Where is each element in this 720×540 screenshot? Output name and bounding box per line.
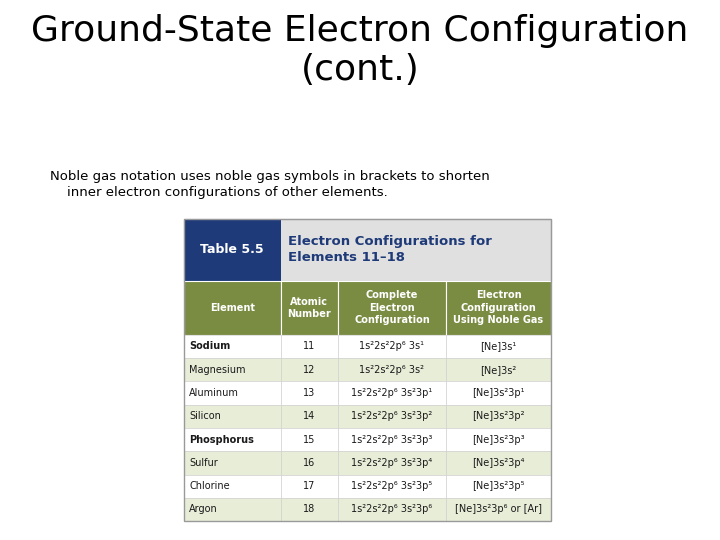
- FancyBboxPatch shape: [281, 404, 338, 428]
- Text: [Ne]3s²3p³: [Ne]3s²3p³: [472, 435, 525, 444]
- FancyBboxPatch shape: [281, 475, 338, 498]
- Text: 16: 16: [303, 458, 315, 468]
- FancyBboxPatch shape: [184, 475, 281, 498]
- Text: inner electron configurations of other elements.: inner electron configurations of other e…: [50, 186, 388, 199]
- FancyBboxPatch shape: [281, 451, 338, 475]
- FancyBboxPatch shape: [446, 281, 551, 335]
- Text: 1s²2s²2p⁶ 3s²3p⁵: 1s²2s²2p⁶ 3s²3p⁵: [351, 481, 433, 491]
- Text: Noble gas notation uses noble gas symbols in brackets to shorten: Noble gas notation uses noble gas symbol…: [50, 170, 490, 183]
- FancyBboxPatch shape: [446, 358, 551, 381]
- Text: Table 5.5: Table 5.5: [200, 243, 264, 256]
- Text: Magnesium: Magnesium: [189, 364, 246, 375]
- Text: Ground-State Electron Configuration
(cont.): Ground-State Electron Configuration (con…: [31, 14, 689, 87]
- FancyBboxPatch shape: [184, 219, 551, 281]
- FancyBboxPatch shape: [446, 451, 551, 475]
- FancyBboxPatch shape: [338, 428, 446, 451]
- Text: Atomic
Number: Atomic Number: [287, 296, 331, 319]
- Text: Argon: Argon: [189, 504, 218, 515]
- Text: Sodium: Sodium: [189, 341, 230, 352]
- Text: Silicon: Silicon: [189, 411, 221, 421]
- FancyBboxPatch shape: [338, 358, 446, 381]
- Text: Phosphorus: Phosphorus: [189, 435, 254, 444]
- FancyBboxPatch shape: [338, 381, 446, 404]
- Text: 17: 17: [303, 481, 315, 491]
- FancyBboxPatch shape: [446, 428, 551, 451]
- FancyBboxPatch shape: [184, 358, 281, 381]
- FancyBboxPatch shape: [446, 498, 551, 521]
- FancyBboxPatch shape: [184, 281, 281, 335]
- FancyBboxPatch shape: [281, 335, 338, 358]
- FancyBboxPatch shape: [281, 281, 338, 335]
- FancyBboxPatch shape: [184, 451, 281, 475]
- FancyBboxPatch shape: [338, 281, 446, 335]
- Text: Aluminum: Aluminum: [189, 388, 239, 398]
- Text: 11: 11: [303, 341, 315, 352]
- FancyBboxPatch shape: [184, 498, 281, 521]
- Text: 1s²2s²2p⁶ 3s²: 1s²2s²2p⁶ 3s²: [359, 364, 425, 375]
- FancyBboxPatch shape: [184, 404, 281, 428]
- FancyBboxPatch shape: [281, 358, 338, 381]
- FancyBboxPatch shape: [184, 219, 281, 281]
- Text: 13: 13: [303, 388, 315, 398]
- FancyBboxPatch shape: [184, 428, 281, 451]
- Text: Complete
Electron
Configuration: Complete Electron Configuration: [354, 291, 430, 325]
- Text: Sulfur: Sulfur: [189, 458, 218, 468]
- FancyBboxPatch shape: [338, 335, 446, 358]
- Text: [Ne]3s²3p¹: [Ne]3s²3p¹: [472, 388, 525, 398]
- Text: Electron Configurations for
Elements 11–18: Electron Configurations for Elements 11–…: [288, 235, 492, 264]
- FancyBboxPatch shape: [281, 428, 338, 451]
- Text: Chlorine: Chlorine: [189, 481, 230, 491]
- Text: 15: 15: [303, 435, 315, 444]
- Text: [Ne]3s²3p⁴: [Ne]3s²3p⁴: [472, 458, 525, 468]
- Text: Element: Element: [210, 303, 255, 313]
- FancyBboxPatch shape: [338, 475, 446, 498]
- FancyBboxPatch shape: [338, 451, 446, 475]
- Text: [Ne]3s²3p⁶ or [Ar]: [Ne]3s²3p⁶ or [Ar]: [455, 504, 542, 515]
- Text: 1s²2s²2p⁶ 3s²3p²: 1s²2s²2p⁶ 3s²3p²: [351, 411, 433, 421]
- FancyBboxPatch shape: [184, 381, 281, 404]
- Text: 12: 12: [303, 364, 315, 375]
- Text: [Ne]3s²3p²: [Ne]3s²3p²: [472, 411, 525, 421]
- Text: [Ne]3s¹: [Ne]3s¹: [480, 341, 516, 352]
- Text: Electron
Configuration
Using Noble Gas: Electron Configuration Using Noble Gas: [454, 291, 544, 325]
- Text: 1s²2s²2p⁶ 3s²3p³: 1s²2s²2p⁶ 3s²3p³: [351, 435, 433, 444]
- FancyBboxPatch shape: [446, 381, 551, 404]
- FancyBboxPatch shape: [184, 335, 281, 358]
- Text: 1s²2s²2p⁶ 3s²3p⁶: 1s²2s²2p⁶ 3s²3p⁶: [351, 504, 433, 515]
- FancyBboxPatch shape: [281, 498, 338, 521]
- FancyBboxPatch shape: [446, 475, 551, 498]
- FancyBboxPatch shape: [338, 404, 446, 428]
- FancyBboxPatch shape: [446, 404, 551, 428]
- FancyBboxPatch shape: [338, 498, 446, 521]
- Text: 1s²2s²2p⁶ 3s¹: 1s²2s²2p⁶ 3s¹: [359, 341, 425, 352]
- Text: 1s²2s²2p⁶ 3s²3p⁴: 1s²2s²2p⁶ 3s²3p⁴: [351, 458, 433, 468]
- Text: [Ne]3s²: [Ne]3s²: [480, 364, 516, 375]
- Text: [Ne]3s²3p⁵: [Ne]3s²3p⁵: [472, 481, 525, 491]
- FancyBboxPatch shape: [446, 335, 551, 358]
- Text: 18: 18: [303, 504, 315, 515]
- Text: 14: 14: [303, 411, 315, 421]
- Text: 1s²2s²2p⁶ 3s²3p¹: 1s²2s²2p⁶ 3s²3p¹: [351, 388, 433, 398]
- FancyBboxPatch shape: [281, 381, 338, 404]
